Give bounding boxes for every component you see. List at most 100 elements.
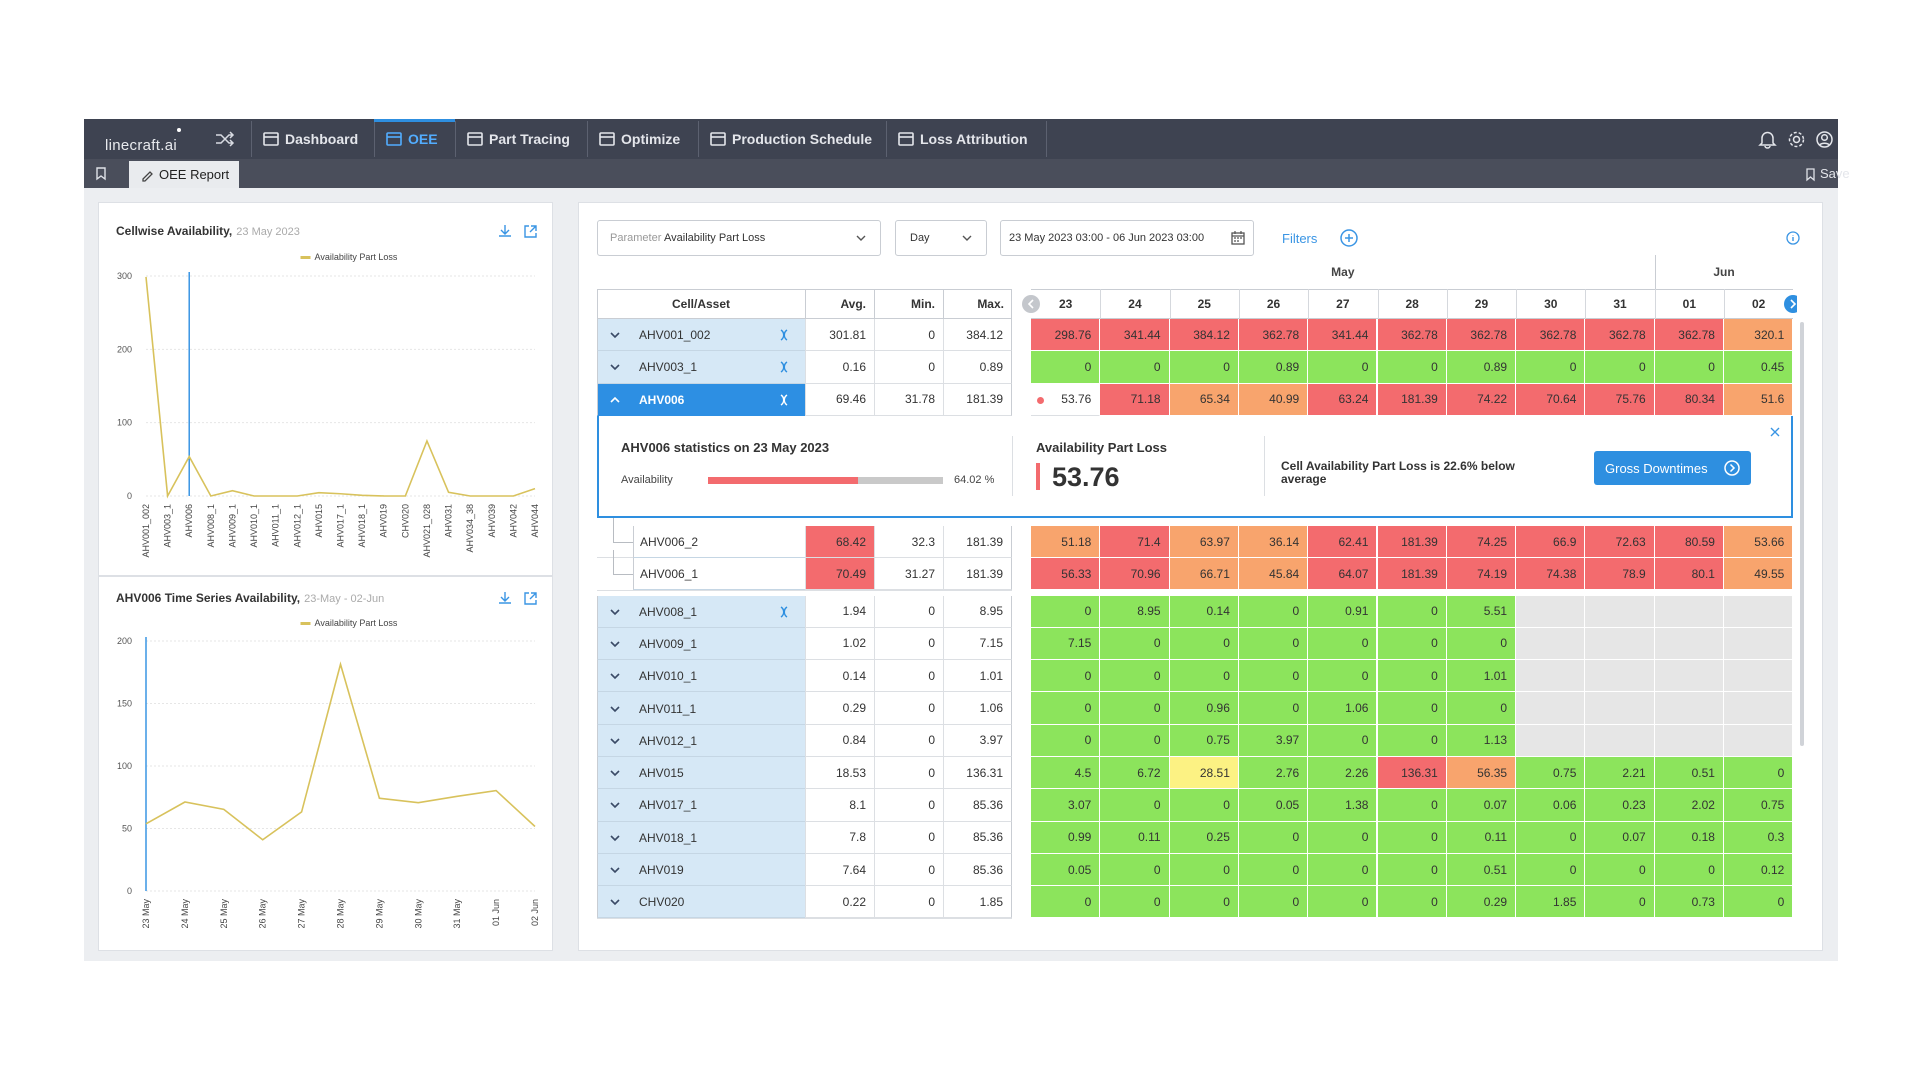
heat-cell: 0 [1724,757,1794,790]
nav-item[interactable]: Optimize [587,119,698,159]
expand-chevron[interactable] [610,705,620,712]
granularity-dropdown[interactable]: Day [895,220,987,256]
nav-item[interactable]: OEE [374,119,455,159]
scrollbar [1800,322,1804,746]
heat-cell: 136.31 [1377,757,1447,790]
y-tick-label: 100 [117,761,132,771]
column-header: Avg. [840,297,866,311]
asset-name: AHV008_1 [639,604,698,619]
heat-cell: 71.18 [1100,383,1170,416]
heat-cell: 0 [1516,821,1586,854]
heat-cell: 0 [1238,886,1309,919]
heat-cell: 0.89 [1238,351,1309,384]
stat-cell: 0 [874,319,943,352]
expand-chevron[interactable] [610,332,620,339]
heat-cell: 0 [1031,886,1101,919]
asset-cell: AHV011_1 [597,692,805,725]
heat-cell: 362.78 [1654,319,1724,352]
asset-cell: AHV003_1 [597,351,805,384]
heat-cell: 74.19 [1446,558,1517,591]
expand-chevron[interactable] [610,673,620,680]
download-icon[interactable] [499,592,511,604]
stat-cell: 85.36 [943,821,1012,854]
save-label[interactable]: Save [1820,166,1850,181]
nav-item[interactable]: Loss Attribution [886,119,1046,159]
date-range[interactable]: 23 May 2023 03:00 - 06 Jun 2023 03:00 [1000,220,1254,256]
expand-chevron[interactable] [610,738,620,744]
filters-link[interactable]: Filters [1282,231,1318,246]
heat-cell: 0.51 [1446,853,1517,887]
heat-cell: 0.14 [1169,595,1239,628]
open-icon[interactable] [524,592,537,605]
day-label: 25 [1197,297,1211,311]
scroll-left[interactable] [1022,295,1040,313]
expand-chevron[interactable] [610,802,620,809]
heat-cell: 0 [1377,692,1447,725]
expand-chevron[interactable] [610,609,620,615]
heat-cell: 0 [1308,853,1378,887]
x-tick-label: 26 May [258,899,268,929]
scroll-right[interactable] [1784,295,1797,313]
asset-cell: AHV012_1 [597,724,805,757]
asset-cell: CHV020 [597,886,805,919]
heat-cell: 0 [1377,595,1447,628]
heat-cell [1516,660,1586,693]
asset-name: AHV015 [639,766,684,781]
heat-cell: 1.06 [1308,692,1378,725]
heat-cell [1585,692,1655,725]
heat-cell: 63.97 [1169,525,1239,559]
expand-chevron[interactable] [610,867,620,874]
x-tick-label: 02 Jun [530,899,540,926]
stat-cell: 181.39 [943,383,1012,416]
collapse-chevron[interactable] [610,396,620,403]
nav-item[interactable]: Dashboard [251,119,374,159]
metric-label: Availability Part Loss [1036,439,1168,455]
heat-cell: 362.78 [1585,319,1655,352]
tab[interactable]: OEE Report [129,161,239,188]
link-icon [780,394,788,406]
expand-chevron[interactable] [610,641,620,648]
nav-item[interactable]: Production Schedule [698,119,886,159]
heat-cell: 0.45 [1724,351,1794,384]
download-icon[interactable] [499,225,511,237]
heat-cell: 71.4 [1100,525,1170,559]
heat-cell: 0 [1377,789,1447,822]
add-filter-icon-part [1340,229,1358,247]
x-tick-label: 30 May [413,899,423,929]
legend-label: Availability Part Loss [315,252,398,262]
open-icon[interactable] [524,225,537,238]
nav-separator [698,121,699,157]
heat-cell: 0 [1377,821,1447,854]
nav-icon-part [467,132,483,146]
x-tick-label: AHV017_1 [336,504,346,548]
x-tick-label: AHV006 [184,504,194,538]
heat-cell: 0 [1308,627,1378,661]
scroll-left-part [1027,299,1034,309]
day-label: 28 [1405,297,1419,311]
asset-cell: AHV008_1 [597,595,805,628]
parameter-dropdown[interactable]: Parameter Availability Part Loss [597,220,881,256]
heat-cell: 0 [1377,351,1447,384]
expand-chevron[interactable] [610,770,620,777]
metric-value: 53.76 [1052,461,1120,492]
heat-cell: 74.22 [1446,383,1517,416]
expand-chevron[interactable] [610,835,620,841]
stat-cell: 3.97 [943,724,1012,757]
expand-chevron[interactable] [610,364,620,371]
metric-accent [1036,462,1040,490]
column-divider [943,289,944,319]
close-icon[interactable] [1770,427,1780,437]
expand-chevron[interactable] [610,899,620,906]
heat-cell: 0 [1724,886,1794,919]
heat-cell: 0 [1169,789,1239,822]
heat-cell: 0.06 [1516,789,1586,822]
heat-cell: 78.9 [1585,558,1655,591]
heat-cell: 3.07 [1031,789,1101,822]
expand-chevron-part [610,705,620,712]
heat-cell: 0 [1238,692,1309,725]
month-label: May [1331,265,1355,279]
asset-cell: AHV019 [597,853,805,887]
nav-item[interactable]: Part Tracing [455,119,587,159]
stat-cell: 31.27 [874,558,943,591]
gross-downtimes-button[interactable]: Gross Downtimes [1594,450,1751,485]
